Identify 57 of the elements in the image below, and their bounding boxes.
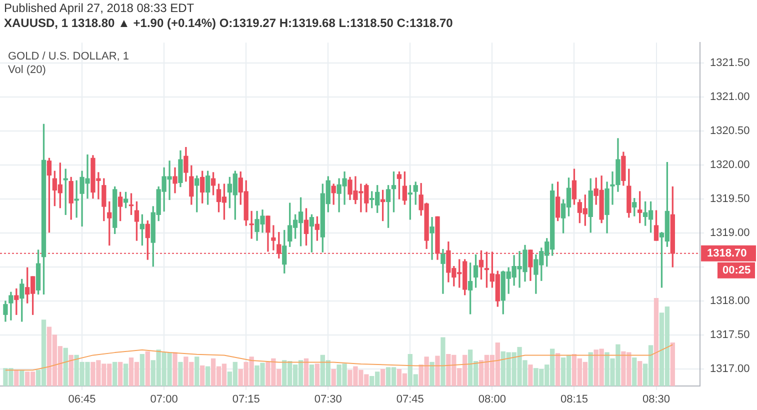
chart-title: Published April 27, 2018 08:33 EDT: [4, 1, 194, 15]
bar: [200, 365, 205, 386]
x-tick-label: 07:15: [232, 394, 260, 406]
x-tick-label: 07:00: [150, 394, 178, 406]
bar: [440, 337, 446, 386]
candlestick: [249, 210, 254, 239]
y-tick-label: 1320.50: [710, 125, 750, 138]
text: 00:25: [722, 264, 751, 276]
candlestick: [74, 180, 79, 218]
bar: [63, 348, 68, 386]
bar: [588, 352, 593, 386]
bar: [14, 370, 19, 386]
bar: [380, 368, 386, 386]
bar: [178, 362, 183, 386]
bar: [670, 342, 675, 386]
bar: [112, 362, 118, 386]
x-tick-label: 07:30: [314, 394, 342, 406]
y-tick-label: 1319.50: [710, 193, 750, 206]
chart-title: Vol (20): [8, 64, 46, 76]
y-tick-label: 1318.00: [710, 295, 750, 308]
y-tick-label: 1317.00: [710, 363, 750, 376]
bar: [314, 364, 320, 386]
bar: [528, 364, 533, 386]
bar: [118, 362, 123, 386]
annotation: GOLD / U.S. DOLLAR, 1: [8, 50, 130, 63]
bar: [430, 362, 434, 386]
ref-line-label: 1318.70: [707, 247, 747, 260]
bar: [140, 354, 145, 386]
y-tick-label: 1321.00: [710, 91, 750, 104]
y-tick-label: 1321.50: [710, 57, 750, 70]
x-tick-label: 08:30: [642, 394, 670, 406]
bar: [194, 356, 200, 386]
bar: [145, 351, 150, 386]
bar: [435, 356, 440, 386]
candlestick: [271, 225, 276, 250]
y-tick-label: 1319.00: [710, 227, 750, 240]
chart-subtitle: XAUUSD, 1 1318.80 ▲ +1.90 (+0.14%) O:1319.27 H:1319.68 L:1318.50 C:1318.70: [4, 16, 453, 30]
bar: [20, 370, 24, 386]
x-tick-label: 07:45: [396, 394, 424, 406]
x-tick-label: 08:15: [560, 394, 588, 406]
bar: [331, 368, 336, 386]
y-tick-label: 1320.00: [710, 159, 750, 172]
x-tick-label: 06:45: [68, 394, 96, 406]
bar: [172, 352, 178, 386]
bar: [638, 361, 642, 386]
y-tick-label: 1317.50: [710, 329, 750, 342]
bar: [123, 364, 128, 386]
candlestick: [440, 248, 446, 294]
bar: [555, 353, 560, 386]
bar: [309, 364, 314, 386]
bar: [304, 358, 309, 386]
candlestick: [430, 217, 434, 260]
bar: [654, 298, 659, 386]
x-tick-label: 08:00: [478, 394, 506, 406]
bar: [632, 358, 637, 386]
bar: [205, 366, 210, 386]
bar: [68, 354, 74, 386]
